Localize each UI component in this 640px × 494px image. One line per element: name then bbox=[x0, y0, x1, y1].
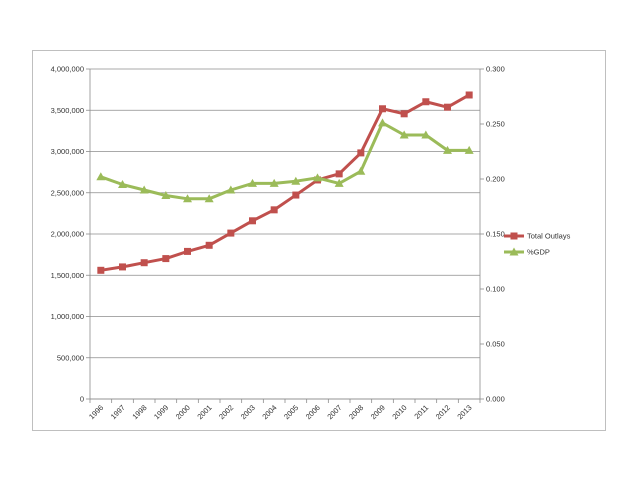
series-1-point bbox=[97, 266, 105, 274]
chart-frame bbox=[32, 50, 606, 431]
series-line-1 bbox=[100, 93, 470, 272]
right-axis-tick-label: 0.200 bbox=[486, 175, 505, 184]
series-1-point bbox=[335, 170, 343, 178]
left-axis-tick-label: 4,000,000 bbox=[51, 65, 84, 74]
x-axis-tick-label: 2001 bbox=[195, 403, 213, 421]
x-axis-tick-label: 1996 bbox=[87, 403, 105, 421]
legend: Total Outlays %GDP bbox=[504, 232, 571, 257]
series-1-point bbox=[119, 263, 126, 271]
series-2-point bbox=[226, 185, 236, 194]
series-1-point bbox=[422, 98, 430, 106]
left-axis-tick-label: 0 bbox=[80, 395, 84, 404]
legend-swatch-marker bbox=[509, 247, 519, 256]
series-1-point bbox=[465, 91, 473, 99]
x-axis-tick-label: 2004 bbox=[260, 403, 278, 421]
series-1-point bbox=[444, 103, 451, 111]
series-1-point bbox=[184, 247, 191, 255]
x-axis-tick-label: 2009 bbox=[369, 403, 387, 421]
series-2-point bbox=[378, 118, 387, 127]
series-2-point bbox=[464, 145, 474, 154]
series-1-point bbox=[292, 191, 300, 199]
x-axis-tick-label: 2007 bbox=[325, 403, 343, 421]
series-1-point bbox=[227, 229, 235, 237]
series-2-point bbox=[183, 194, 192, 203]
x-axis-tick-label: 1998 bbox=[130, 403, 148, 421]
series-2-point bbox=[356, 166, 366, 175]
series bbox=[96, 91, 474, 274]
x-axis-tick-label: 2010 bbox=[390, 403, 408, 421]
series-2-point bbox=[248, 178, 257, 187]
series-1-point bbox=[357, 149, 365, 157]
right-axis-tick-label: 0.250 bbox=[486, 120, 505, 129]
legend-label: Total Outlays bbox=[527, 232, 571, 241]
right-axis-tick-label: 0.150 bbox=[486, 230, 505, 239]
x-axis-tick-label: 2003 bbox=[239, 403, 257, 421]
series-2-point bbox=[334, 178, 344, 187]
series-1-point bbox=[270, 206, 278, 214]
series-1-point bbox=[249, 217, 256, 225]
left-axis-tick-label: 2,500,000 bbox=[51, 188, 84, 197]
series-1-point bbox=[400, 110, 408, 118]
x-axis-tick-label: 2005 bbox=[282, 403, 300, 421]
x-axis-tick-label: 1997 bbox=[109, 403, 127, 421]
series-2-point bbox=[96, 172, 106, 181]
left-axis-tick-label: 1,500,000 bbox=[51, 271, 84, 280]
series-2-point bbox=[118, 180, 127, 188]
x-axis-tick-label: 2013 bbox=[455, 403, 473, 421]
series-2-point bbox=[443, 145, 452, 154]
x-axis-tick-label: 2011 bbox=[412, 403, 430, 421]
left-axis-tick-label: 500,000 bbox=[57, 353, 84, 362]
series-1-point bbox=[162, 255, 170, 263]
series-2-point bbox=[161, 191, 171, 199]
series-2-point bbox=[269, 178, 279, 187]
axes: 0 500,000 1,000,000 1,500,000 2,000,000 2,500… bbox=[51, 65, 505, 422]
left-axis-tick-label: 3,000,000 bbox=[51, 147, 84, 156]
left-axis-tick-label: 1,000,000 bbox=[51, 312, 84, 321]
right-axis-tick-label: 0.050 bbox=[486, 340, 505, 349]
x-axis-tick-label: 2008 bbox=[347, 403, 365, 421]
right-axis-tick-label: 0.100 bbox=[486, 285, 505, 294]
left-axis-tick-label: 3,500,000 bbox=[51, 106, 84, 115]
series-2-point bbox=[313, 173, 322, 182]
series-2-point bbox=[291, 176, 301, 185]
legend-swatch-marker bbox=[510, 232, 518, 240]
x-axis-tick-label: 2006 bbox=[304, 403, 322, 421]
series-2-point bbox=[139, 185, 149, 194]
right-axis-tick-label: 0.000 bbox=[486, 395, 505, 404]
x-axis-tick-label: 2002 bbox=[217, 403, 235, 421]
right-axis-tick-label: 0.300 bbox=[486, 65, 505, 74]
series-2-point bbox=[204, 194, 214, 203]
gridlines bbox=[90, 68, 480, 400]
series-line-2 bbox=[100, 121, 470, 201]
x-axis-tick-label: 2000 bbox=[174, 403, 192, 421]
series-1-point bbox=[205, 241, 213, 249]
series-1-point bbox=[140, 259, 148, 267]
series-1-point bbox=[379, 105, 386, 113]
legend-label: %GDP bbox=[527, 248, 550, 257]
left-axis-tick-label: 2,000,000 bbox=[51, 230, 84, 239]
series-2-point bbox=[421, 130, 431, 139]
series-2-point bbox=[399, 130, 409, 139]
x-axis-tick-label: 1999 bbox=[152, 403, 170, 421]
x-axis-tick-label: 2012 bbox=[434, 403, 452, 421]
